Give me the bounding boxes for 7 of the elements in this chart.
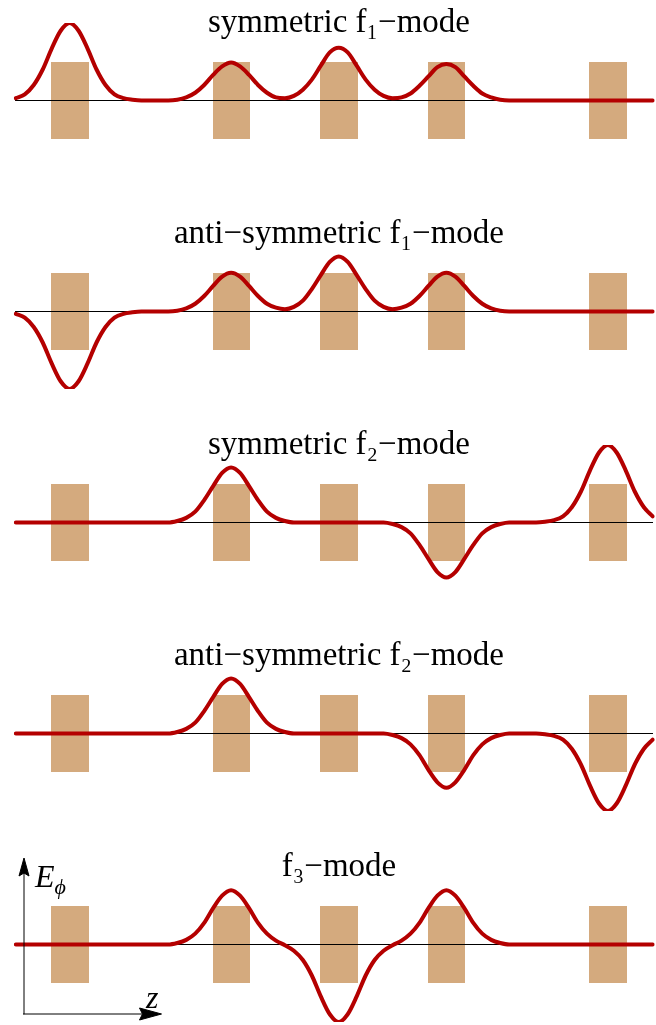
chart-title: f₃−mode <box>280 847 398 884</box>
chart-title: symmetric f₂−mode <box>207 425 471 462</box>
chart-title: anti−symmetric f₂−mode <box>172 636 506 673</box>
chart-title: symmetric f₁−mode <box>207 3 471 40</box>
x-axis-title: z <box>146 979 159 1016</box>
y-axis-title: E$_{ϕ}$ <box>35 857 66 899</box>
chart-title: anti−symmetric f₁−mode <box>172 214 506 251</box>
